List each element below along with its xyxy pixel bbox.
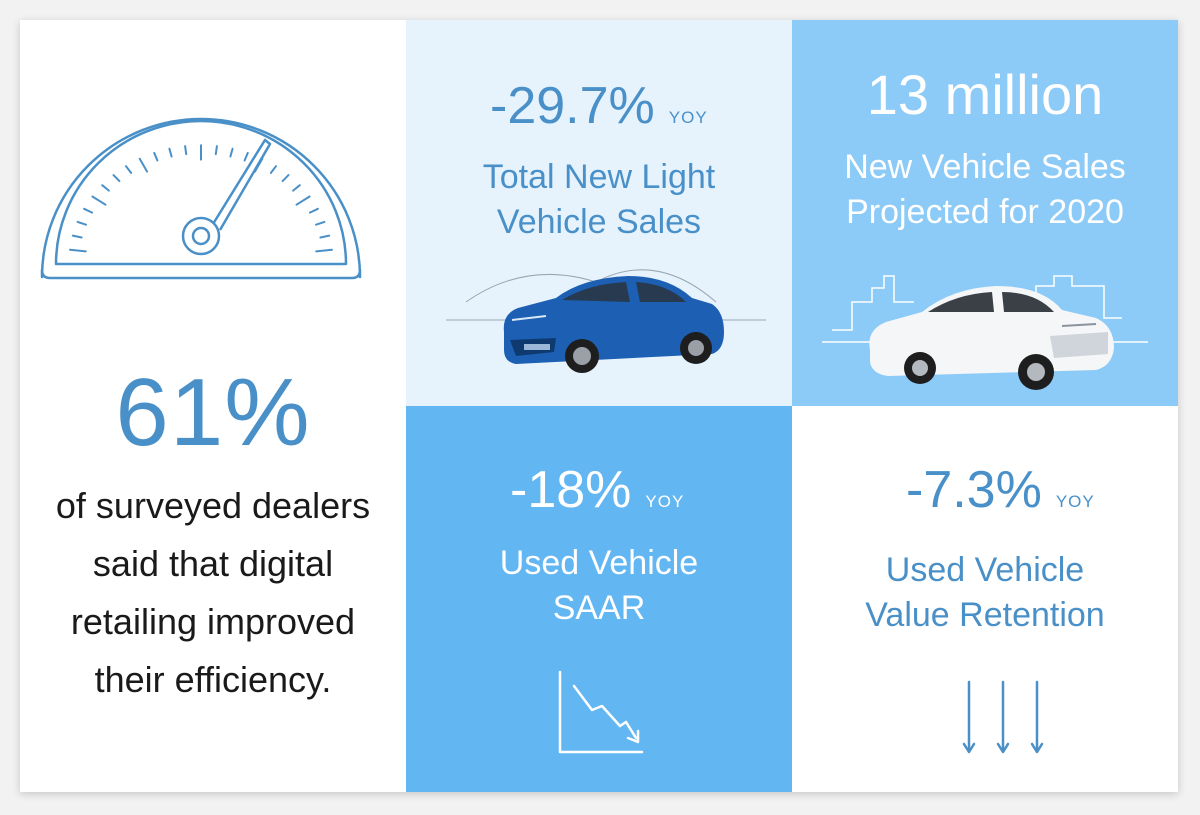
speedometer-tick bbox=[184, 145, 188, 156]
new-light-vehicle-stat: -29.7% YOY bbox=[490, 76, 708, 136]
label-line: Vehicle Sales bbox=[496, 203, 702, 241]
blue-sedan-car bbox=[446, 269, 766, 373]
speedometer-tick bbox=[101, 184, 110, 192]
speedometer-tick bbox=[153, 151, 159, 162]
value-retention-label: Used Vehicle Value Retention bbox=[792, 548, 1178, 638]
speedometer-tick bbox=[243, 151, 249, 162]
projected-sales-panel: 13 million New Vehicle Sales Projected f… bbox=[792, 20, 1178, 406]
declining-chart-icon bbox=[558, 670, 644, 754]
dealer-efficiency-panel: 61% of surveyed dealers said that digita… bbox=[20, 20, 406, 792]
stat-value: -18% bbox=[510, 461, 632, 519]
speedometer-tick bbox=[91, 195, 107, 206]
speedometer-tick bbox=[83, 207, 94, 214]
dealer-description: of surveyed dealers said that digital re… bbox=[55, 485, 371, 700]
label-line: Used Vehicle bbox=[499, 544, 699, 582]
used-vehicle-saar-stat: -18% YOY bbox=[510, 460, 684, 520]
speedometer-tick bbox=[292, 184, 301, 192]
speedometer-tick bbox=[281, 174, 290, 183]
infographic-card: 61% of surveyed dealers said that digita… bbox=[20, 20, 1178, 792]
label-line: Total New Light bbox=[482, 158, 716, 196]
stat-unit: YOY bbox=[668, 108, 708, 127]
speedometer-tick bbox=[168, 147, 173, 158]
value-retention-stat: -7.3% YOY bbox=[906, 460, 1095, 520]
label-line: Projected for 2020 bbox=[846, 193, 1124, 231]
speedometer-tick bbox=[71, 234, 83, 239]
used-vehicle-saar-label: Used Vehicle SAAR bbox=[406, 541, 792, 631]
speedometer-tick bbox=[319, 234, 331, 239]
speedometer-tick bbox=[308, 207, 319, 214]
speedometer-tick bbox=[214, 145, 218, 156]
speedometer-icon bbox=[40, 117, 362, 280]
new-light-vehicle-panel: -29.7% YOY Total New Light Vehicle Sales bbox=[406, 20, 792, 406]
label-line: Used Vehicle bbox=[885, 551, 1085, 589]
stat-unit: YOY bbox=[645, 492, 685, 511]
new-light-vehicle-label: Total New Light Vehicle Sales bbox=[406, 155, 792, 245]
projected-sales-label: New Vehicle Sales Projected for 2020 bbox=[792, 145, 1178, 235]
speedometer-tick bbox=[295, 195, 311, 206]
label-line: New Vehicle Sales bbox=[844, 148, 1126, 186]
dealer-percent: 61% bbox=[115, 359, 311, 466]
stat-value: 13 million bbox=[866, 63, 1104, 126]
stat-value: -29.7% bbox=[490, 77, 655, 135]
speedometer-tick bbox=[76, 220, 87, 226]
stat-unit: YOY bbox=[1055, 492, 1095, 511]
speedometer-tick bbox=[112, 174, 121, 183]
used-vehicle-saar-panel: -18% YOY Used Vehicle SAAR bbox=[406, 406, 792, 792]
value-retention-panel: -7.3% YOY Used Vehicle Value Retention bbox=[792, 406, 1178, 792]
white-coupe-car bbox=[822, 275, 1148, 390]
speedometer-tick bbox=[125, 165, 133, 174]
label-line: Value Retention bbox=[865, 596, 1105, 634]
projected-sales-stat: 13 million bbox=[792, 62, 1178, 127]
stat-value: -7.3% bbox=[906, 461, 1042, 519]
down-arrows-icon bbox=[962, 680, 1044, 754]
speedometer-tick bbox=[269, 165, 277, 174]
speedometer-tick bbox=[69, 248, 87, 253]
speedometer-tick bbox=[315, 248, 333, 253]
speedometer-tick bbox=[315, 220, 326, 226]
speedometer-tick bbox=[138, 157, 149, 173]
speedometer-tick bbox=[229, 147, 234, 158]
label-line: SAAR bbox=[552, 589, 646, 627]
